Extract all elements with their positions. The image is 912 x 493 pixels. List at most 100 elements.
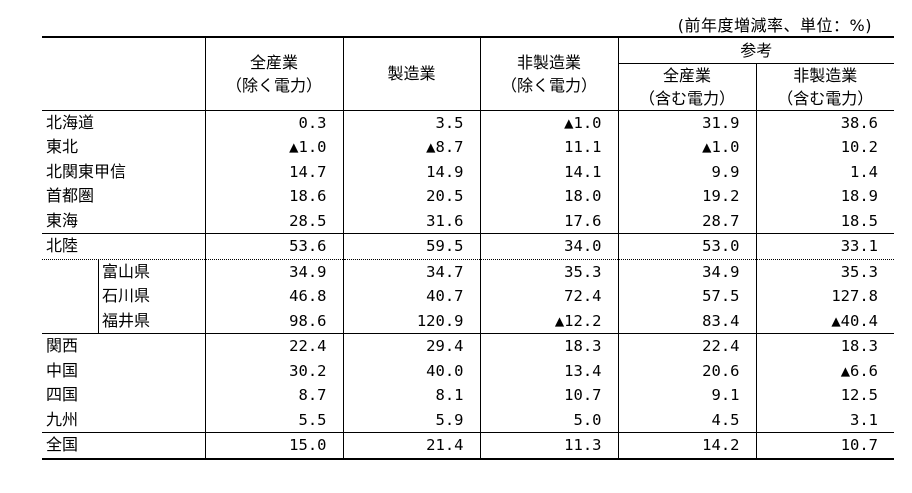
cell-value: 0.3 — [204, 109, 343, 135]
cell-value: ▲8.7 — [342, 135, 480, 160]
header-corner — [42, 36, 205, 63]
cell-value: 14.7 — [204, 159, 343, 184]
header-ref-all: 全産業 （含む電力） — [617, 62, 756, 110]
cell-value: ▲40.4 — [755, 308, 895, 334]
cell-value: ▲1.0 — [617, 135, 756, 160]
header-all-industry-line1: 全産業 — [249, 52, 298, 72]
cell-value: 29.4 — [342, 333, 480, 359]
cell-value: 8.1 — [342, 383, 480, 408]
cell-value: 34.9 — [204, 258, 343, 284]
table-row: 九州 5.5 5.9 5.0 4.5 3.1 — [42, 407, 895, 433]
cell-value: 5.5 — [204, 407, 343, 433]
cell-value: 9.9 — [617, 159, 756, 184]
header-all-industry: 全産業 （除く電力） — [204, 36, 343, 110]
cell-value: 19.2 — [617, 184, 756, 209]
cell-value: 53.0 — [617, 233, 756, 259]
cell-value: 34.9 — [617, 258, 756, 284]
header-non-manufacturing-line1: 非製造業 — [516, 52, 581, 72]
cell-value: 3.1 — [755, 407, 895, 433]
cell-value: 35.3 — [479, 258, 618, 284]
cell-value: 31.6 — [342, 208, 480, 234]
cell-value: 46.8 — [204, 284, 343, 309]
row-label: 首都圏 — [46, 186, 95, 205]
cell-value: 28.5 — [204, 208, 343, 234]
table-row: 北関東甲信 14.7 14.9 14.1 9.9 1.4 — [42, 159, 895, 184]
row-label: 富山県 — [42, 258, 205, 284]
table-row: 北海道 0.3 3.5 ▲1.0 31.9 38.6 — [42, 109, 895, 135]
cell-value: 18.3 — [479, 333, 618, 359]
cell-value: 17.6 — [479, 208, 618, 234]
table-row: 富山県 34.9 34.7 35.3 34.9 35.3 — [42, 258, 895, 284]
table-row: 四国 8.7 8.1 10.7 9.1 12.5 — [42, 383, 895, 408]
header-ref-non-line2: （含む電力） — [777, 88, 874, 108]
cell-value: 34.0 — [479, 233, 618, 259]
cell-value: 15.0 — [204, 432, 343, 460]
cell-value: 9.1 — [617, 383, 756, 408]
row-label: 北海道 — [42, 109, 205, 135]
cell-value: 120.9 — [342, 308, 480, 334]
cell-value: 18.6 — [204, 184, 343, 209]
table-row: 石川県 46.8 40.7 72.4 57.5 127.8 — [42, 284, 895, 309]
cell-value: 22.4 — [617, 333, 756, 359]
table-row: 全国 15.0 21.4 11.3 14.2 10.7 — [42, 432, 895, 460]
cell-value: 8.7 — [204, 383, 343, 408]
header-ref-non-line1: 非製造業 — [793, 65, 858, 85]
cell-value: 1.4 — [755, 159, 895, 184]
cell-value: 30.2 — [204, 358, 343, 383]
cell-value: 40.7 — [342, 284, 480, 309]
row-label: 九州 — [46, 409, 79, 429]
cell-value: 5.0 — [479, 407, 618, 433]
cell-value: 5.9 — [342, 407, 480, 433]
cell-value: 83.4 — [617, 308, 756, 334]
table-row: 東北 ▲1.0 ▲8.7 11.1 ▲1.0 10.2 — [42, 135, 895, 160]
cell-value: 20.6 — [617, 358, 756, 383]
header-reference: 参考 — [617, 36, 895, 63]
header-row-1: 全産業 （除く電力） 製造業 非製造業 （除く電力） 参考 — [42, 36, 895, 110]
cell-value: 31.9 — [617, 109, 756, 135]
header-non-manufacturing-line2: （除く電力） — [500, 75, 597, 95]
cell-value: 53.6 — [204, 233, 343, 259]
header-manufacturing: 製造業 — [342, 36, 480, 110]
cell-value: 59.5 — [342, 233, 480, 259]
cell-value: 11.1 — [479, 135, 618, 160]
cell-value: 20.5 — [342, 184, 480, 209]
cell-value: 10.7 — [479, 383, 618, 408]
row-label: 四国 — [46, 385, 79, 404]
row-label: 福井県 — [42, 308, 205, 334]
cell-value: 21.4 — [342, 432, 480, 460]
cell-value: 57.5 — [617, 284, 756, 309]
cell-value: 38.6 — [755, 109, 895, 135]
table-row: 関西 22.4 29.4 18.3 22.4 18.3 — [42, 333, 895, 359]
header-ref-all-line2: （含む電力） — [638, 88, 735, 108]
cell-value: 18.0 — [479, 184, 618, 209]
cell-value: 34.7 — [342, 258, 480, 284]
cell-value: 127.8 — [755, 284, 895, 309]
regional-growth-table: 全産業 （除く電力） 製造業 非製造業 （除く電力） 参考 全産業 （含む電力）… — [42, 36, 895, 460]
cell-value: 98.6 — [204, 308, 343, 334]
cell-value: 11.3 — [479, 432, 618, 460]
cell-value: 22.4 — [204, 333, 343, 359]
header-ref-non: 非製造業 （含む電力） — [755, 62, 895, 110]
cell-value: 10.7 — [755, 432, 895, 460]
cell-value: ▲6.6 — [755, 358, 895, 383]
cell-value: 18.5 — [755, 208, 895, 234]
cell-value: ▲1.0 — [204, 135, 343, 160]
row-label: 東北 — [46, 137, 79, 156]
cell-value: 14.1 — [479, 159, 618, 184]
table-row: 北陸 53.6 59.5 34.0 53.0 33.1 — [42, 233, 895, 259]
cell-value: 35.3 — [755, 258, 895, 284]
cell-value: ▲12.2 — [479, 308, 618, 334]
cell-value: 3.5 — [342, 109, 480, 135]
row-label: 北関東甲信 — [46, 161, 127, 181]
cell-value: 14.2 — [617, 432, 756, 460]
unit-note: (前年度増減率、単位：%) — [677, 16, 872, 35]
row-label: 中国 — [46, 360, 79, 380]
cell-value: 4.5 — [617, 407, 756, 433]
row-label: 東海 — [46, 210, 79, 230]
row-label: 石川県 — [42, 284, 205, 309]
header-all-industry-line2: （除く電力） — [225, 75, 322, 95]
row-label: 関西 — [42, 333, 205, 359]
cell-value: 18.9 — [755, 184, 895, 209]
cell-value: 40.0 — [342, 358, 480, 383]
cell-value: 14.9 — [342, 159, 480, 184]
